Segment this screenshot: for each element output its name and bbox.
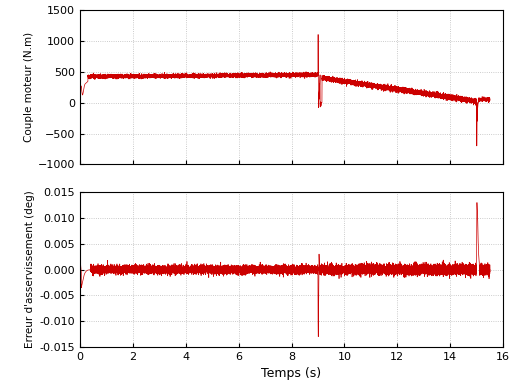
Y-axis label: Erreur d'asservissement (deg): Erreur d'asservissement (deg) <box>25 191 35 348</box>
X-axis label: Temps (s): Temps (s) <box>262 367 321 380</box>
Y-axis label: Couple moteur (N.m): Couple moteur (N.m) <box>24 32 34 142</box>
